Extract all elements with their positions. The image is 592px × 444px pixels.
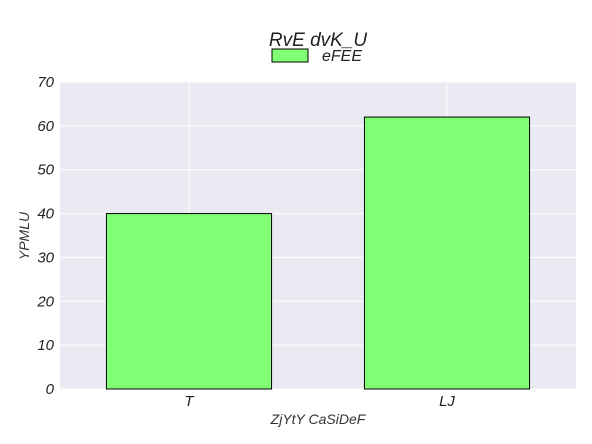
x-tick-label: T [184, 393, 195, 410]
y-tick-label: 70 [37, 74, 54, 91]
y-tick-label: 50 [37, 162, 54, 179]
y-tick-label: 0 [46, 381, 55, 398]
legend: eFEE [271, 48, 362, 65]
y-tick-label: 60 [37, 118, 54, 135]
y-tick-label: 10 [37, 337, 54, 354]
legend-swatch [271, 48, 309, 63]
y-tick-label: 40 [37, 206, 54, 223]
y-axis-label: YPMLU [16, 211, 32, 260]
bar [363, 116, 531, 390]
x-axis-label: ZjYtY CaSiDeF [270, 411, 367, 427]
bars [105, 116, 531, 390]
legend-label: eFEE [322, 48, 362, 65]
bar [105, 213, 273, 390]
chart-title: RvE dvK_U [269, 30, 367, 51]
x-tick-label: LJ [439, 393, 455, 410]
y-axis-ticks: 0 10 20 30 40 50 60 70 [36, 74, 54, 398]
y-tick-label: 30 [37, 249, 54, 266]
x-axis-ticks: T LJ [184, 393, 455, 410]
y-tick-label: 20 [36, 293, 54, 310]
